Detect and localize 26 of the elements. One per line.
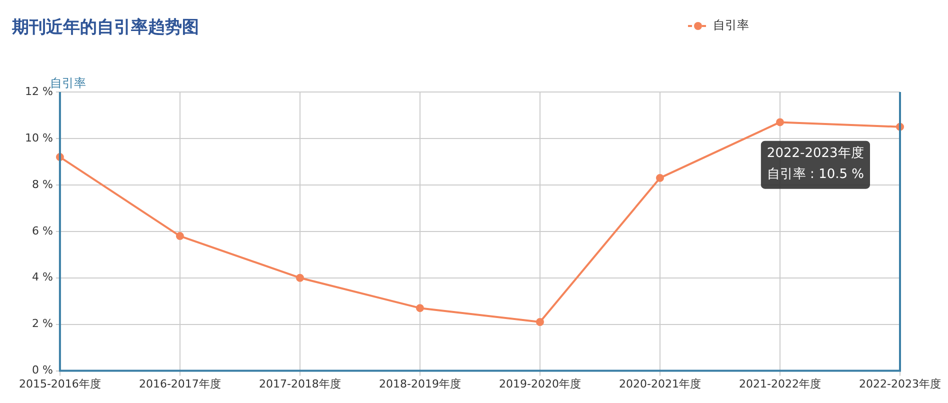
y-tick-label: 2 % [32,317,53,330]
x-tick-label: 2017-2018年度 [258,377,341,390]
x-tick-label: 2016-2017年度 [138,377,221,390]
y-tick-label: 10 % [24,131,53,144]
x-tick-label: 2015-2016年度 [18,377,101,390]
y-axis-title: 自引率 [50,76,86,90]
point [776,118,784,126]
x-tick-label: 2021-2022年度 [739,377,821,390]
annotation: 2022-2023年度 [766,145,864,162]
y-tick-label: 6 % [32,224,53,238]
chart-title: 期刊近年的自引率趋势图 [11,17,199,38]
point [416,304,424,312]
point [656,174,664,182]
x-tick-label: 2020-2021年度 [619,377,701,390]
y-tick-label: 8 % [32,178,53,191]
point [296,274,304,282]
y-tick-label: 4 % [32,270,53,284]
x-tick-label: 2019-2020年度 [498,377,581,390]
legend-label: 自引率 [713,18,749,32]
y-tick-label: 0 % [32,364,53,377]
point [176,232,184,240]
annotation: 自引率 : 10.5 % [766,166,864,182]
x-tick-label: 2018-2019年度 [378,377,461,390]
y-tick-label: 12 % [24,84,53,98]
x-tick-label: 2022-2023年度 [859,377,941,390]
point [536,318,544,326]
